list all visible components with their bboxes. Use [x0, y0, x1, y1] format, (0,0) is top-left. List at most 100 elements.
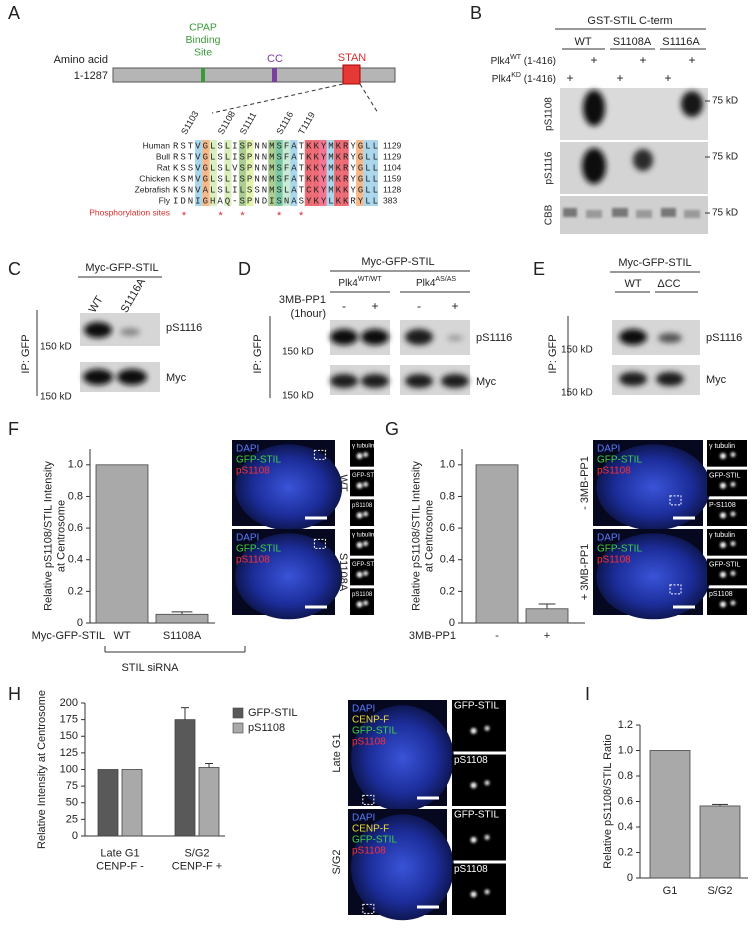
cell: [596, 533, 711, 620]
panel-label: H: [8, 684, 21, 704]
y-axis-label: Relative pS1108/STIL Intensityat Centros…: [42, 461, 67, 611]
y-tick-label: 25: [66, 813, 78, 825]
label-part: Plk4: [492, 74, 512, 85]
sequence: RSTVGLSLISPNNMSFATKKYMKRYGLL: [173, 141, 378, 151]
end-position: 1159: [383, 173, 402, 183]
alignment-column: [224, 140, 232, 206]
label: (1hour): [291, 308, 326, 320]
spot: [720, 482, 726, 489]
blot-label: pS1116: [166, 322, 202, 334]
alignment-column: [282, 140, 291, 206]
alignment-column: [341, 140, 349, 206]
zoom-line: [211, 83, 344, 114]
stain-label: pS1108: [236, 555, 270, 566]
alignment-column: [319, 140, 327, 206]
label: CPAP Binding Site: [185, 21, 220, 58]
zoom-line: [359, 83, 379, 114]
label: 3MB-PP1: [279, 294, 326, 306]
y-tick-label: 0.8: [440, 490, 455, 502]
row-label: S/G2: [331, 849, 343, 874]
stain-label: DAPI: [236, 444, 259, 455]
y-tick-label: 75: [66, 780, 78, 792]
lane-mark: +: [664, 71, 671, 85]
band: [619, 329, 647, 345]
inset-label: γ tubulin: [709, 443, 735, 450]
inset: [452, 700, 506, 752]
spot: [720, 453, 726, 459]
inset: [452, 863, 506, 915]
band: [661, 208, 676, 217]
inset: [350, 499, 374, 526]
spot: [730, 481, 736, 487]
phospho-mark: *: [218, 210, 223, 222]
label-part: KD: [511, 72, 521, 79]
end-position: 1129: [383, 140, 402, 150]
panel-label: E: [533, 259, 545, 279]
y-tick-label: 0.8: [68, 490, 83, 502]
inset-label: pS1108: [454, 755, 488, 766]
alignment-column: [275, 140, 283, 206]
label-part: WT/WT: [358, 276, 382, 283]
bands: [582, 90, 703, 184]
bands: [83, 322, 684, 388]
phospho-mark: *: [299, 210, 304, 222]
y-tick-label: 0: [77, 617, 83, 629]
label: S1116A: [662, 36, 700, 48]
spot: [356, 571, 363, 578]
stain-label: pS1108: [597, 466, 631, 477]
stain-label: pS1108: [236, 466, 270, 477]
inset: [707, 440, 747, 467]
label: Plk4KD (1-416): [492, 72, 556, 84]
sequence: RSTVGLSLISPNNMSFATKKYMKRYGLL: [173, 152, 378, 162]
x-axis-label: Myc-GFP-STIL: [32, 630, 105, 642]
alignment-column: [363, 140, 371, 206]
band: [633, 149, 653, 171]
cell: [235, 533, 343, 620]
spot: [484, 725, 490, 731]
y-tick-label: 1.0: [440, 459, 455, 471]
inset-label: GFP-STIL: [709, 562, 741, 569]
bar: [174, 719, 196, 837]
sign: -: [342, 299, 346, 313]
species: Bull: [156, 151, 170, 161]
alignment-column: [356, 140, 364, 206]
stain-label: DAPI: [352, 704, 375, 715]
inset-label: pS1108: [352, 503, 373, 509]
lane-label: WT: [624, 278, 641, 290]
band: [83, 369, 113, 385]
inset: [452, 754, 506, 806]
spot: [484, 889, 490, 895]
spot: [720, 601, 726, 608]
panel-label: G: [385, 419, 399, 439]
ip-label: IP: GFP: [252, 334, 264, 373]
x-tick-label: +: [544, 630, 550, 642]
marker: 150 kD: [40, 392, 72, 403]
label: Myc-GFP-STIL: [618, 257, 691, 269]
cpap-domain: [201, 68, 205, 82]
spot: [730, 570, 736, 576]
band: [330, 329, 358, 345]
centrosome-box: [362, 903, 375, 914]
spot: [356, 482, 363, 489]
y-tick-label: 1.0: [618, 744, 633, 756]
inset-label: γ tubulin: [709, 532, 735, 539]
alignment-column: [304, 140, 313, 206]
band: [656, 372, 684, 386]
bar: [97, 769, 119, 837]
spot: [730, 600, 736, 606]
label-part: AS/AS: [435, 276, 456, 283]
y-tick-label: 0.8: [618, 770, 633, 782]
band: [361, 329, 389, 345]
y-tick-label: 100: [60, 763, 78, 775]
label: Phosphorylation sites: [89, 207, 170, 217]
y-tick-label: 1.2: [618, 719, 633, 731]
lane-mark: +: [616, 71, 623, 85]
band: [84, 322, 112, 338]
band: [583, 90, 605, 126]
stain-label: GFP-STIL: [236, 544, 281, 555]
inset: [452, 809, 506, 861]
alignment-column: [246, 140, 254, 206]
cc-domain: [272, 68, 277, 82]
spot: [720, 512, 726, 519]
spot: [730, 452, 736, 458]
